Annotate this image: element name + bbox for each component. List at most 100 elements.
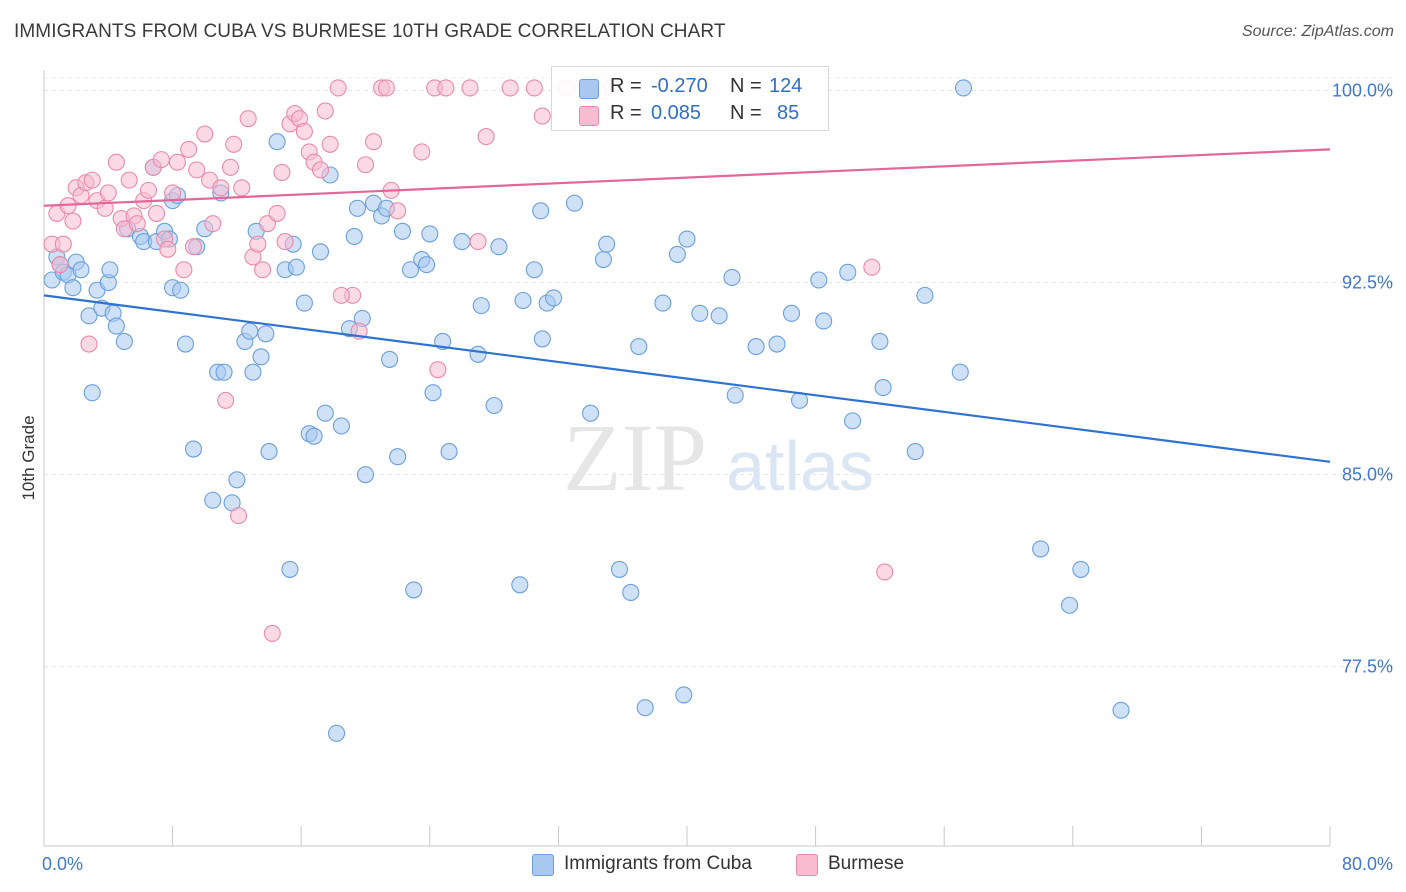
cuba-point bbox=[295, 294, 313, 312]
burmese-point bbox=[180, 140, 198, 158]
watermark-atlas: atlas bbox=[726, 427, 874, 505]
y-tick-label: 92.5% bbox=[1342, 273, 1393, 293]
burmese-point bbox=[268, 204, 286, 222]
cuba-point bbox=[228, 471, 246, 489]
burmese-point bbox=[212, 179, 230, 197]
y-tick-label: 85.0% bbox=[1342, 465, 1393, 485]
axes bbox=[43, 70, 1331, 847]
cuba-point bbox=[485, 396, 503, 415]
burmese-point bbox=[276, 233, 294, 251]
cuba-point bbox=[1032, 540, 1050, 558]
cuba-point bbox=[356, 466, 375, 484]
cuba-point bbox=[345, 227, 363, 246]
cuba-point bbox=[287, 258, 305, 276]
legend-swatch-cuba bbox=[579, 79, 599, 99]
trend-lines bbox=[43, 148, 1331, 463]
cuba-point bbox=[533, 330, 551, 348]
cuba-point bbox=[951, 363, 969, 381]
cuba-point bbox=[389, 448, 407, 466]
cuba-point bbox=[839, 263, 857, 281]
burmese-point bbox=[461, 79, 479, 97]
cuba-point bbox=[260, 443, 278, 461]
burmese-trend-line bbox=[43, 148, 1331, 207]
cuba-point bbox=[654, 294, 672, 312]
legend-swatch-burmese bbox=[796, 854, 818, 876]
burmese-point bbox=[364, 133, 383, 151]
cuba-point bbox=[954, 79, 973, 97]
cuba-point bbox=[511, 576, 529, 594]
cuba-point bbox=[440, 443, 458, 461]
burmese-point bbox=[175, 261, 193, 279]
tick-labels: 77.5% 85.0% 92.5% 100.0% 0.0% 80.0% bbox=[42, 80, 1393, 874]
cuba-point bbox=[622, 583, 640, 602]
cuba-point bbox=[115, 332, 133, 351]
burmese-point bbox=[311, 161, 330, 179]
cuba-point bbox=[421, 225, 439, 243]
cuba-point bbox=[782, 304, 801, 322]
data-points bbox=[43, 79, 1130, 742]
cuba-point bbox=[472, 297, 490, 315]
cuba-point bbox=[204, 491, 222, 509]
burmese-point bbox=[477, 128, 495, 146]
burmese-point bbox=[413, 143, 431, 161]
chart-title: IMMIGRANTS FROM CUBA VS BURMESE 10TH GRA… bbox=[14, 21, 726, 42]
burmese-point bbox=[217, 391, 235, 409]
cuba-point bbox=[252, 348, 270, 366]
cuba-point bbox=[311, 243, 330, 261]
burmese-point bbox=[152, 151, 170, 169]
cuba-point bbox=[176, 335, 195, 353]
cuba-point bbox=[514, 291, 532, 310]
burmese-point bbox=[80, 335, 98, 353]
burmese-point bbox=[321, 135, 339, 153]
burmese-point bbox=[501, 79, 519, 97]
legend-n-value: 85 bbox=[777, 102, 800, 124]
cuba-point bbox=[305, 427, 323, 445]
burmese-point bbox=[332, 286, 350, 304]
cuba-point bbox=[726, 386, 744, 404]
x-tick-label: 80.0% bbox=[1342, 854, 1393, 874]
burmese-point bbox=[429, 361, 447, 379]
cuba-point bbox=[469, 345, 487, 363]
cuba-point bbox=[874, 379, 892, 397]
legend-row-burmese: R = 0.085 N = 85 bbox=[552, 102, 828, 128]
cuba-point bbox=[594, 250, 612, 269]
burmese-point bbox=[233, 179, 251, 197]
cuba-point bbox=[678, 230, 696, 248]
cuba-point bbox=[723, 268, 741, 286]
burmese-point bbox=[221, 158, 240, 176]
cuba-point bbox=[630, 338, 648, 356]
cuba-point bbox=[844, 412, 862, 430]
cuba-point bbox=[328, 724, 346, 742]
burmese-point bbox=[225, 135, 243, 153]
correlation-legend: R = -0.270 N = 124 R = 0.085 N = 85 bbox=[551, 66, 829, 131]
cuba-point bbox=[598, 235, 616, 253]
burmese-point bbox=[107, 153, 125, 171]
cuba-point bbox=[675, 686, 693, 704]
burmese-point bbox=[295, 122, 313, 141]
burmese-point bbox=[273, 163, 291, 181]
legend-label-burmese: Burmese bbox=[828, 853, 905, 874]
cuba-point bbox=[1112, 701, 1130, 719]
cuba-point bbox=[348, 199, 367, 217]
cuba-point bbox=[581, 404, 600, 422]
cuba-point bbox=[610, 560, 629, 578]
cuba-point bbox=[810, 271, 828, 289]
burmese-point bbox=[229, 507, 248, 525]
cuba-point bbox=[401, 261, 420, 279]
burmese-point bbox=[188, 161, 206, 179]
cuba-point bbox=[747, 338, 765, 356]
burmese-point bbox=[120, 171, 138, 189]
cuba-point bbox=[565, 194, 584, 212]
legend-r-value: -0.270 bbox=[651, 75, 708, 97]
burmese-point bbox=[254, 261, 272, 279]
burmese-point bbox=[139, 181, 158, 199]
source-label: Source: ZipAtlas.com bbox=[1241, 23, 1394, 40]
cuba-point bbox=[393, 222, 412, 240]
burmese-point bbox=[249, 235, 267, 253]
y-axis-label: 10th Grade bbox=[19, 415, 38, 500]
cuba-point bbox=[871, 332, 889, 351]
burmese-point bbox=[863, 258, 881, 276]
burmese-point bbox=[389, 202, 407, 220]
burmese-point bbox=[54, 235, 72, 253]
